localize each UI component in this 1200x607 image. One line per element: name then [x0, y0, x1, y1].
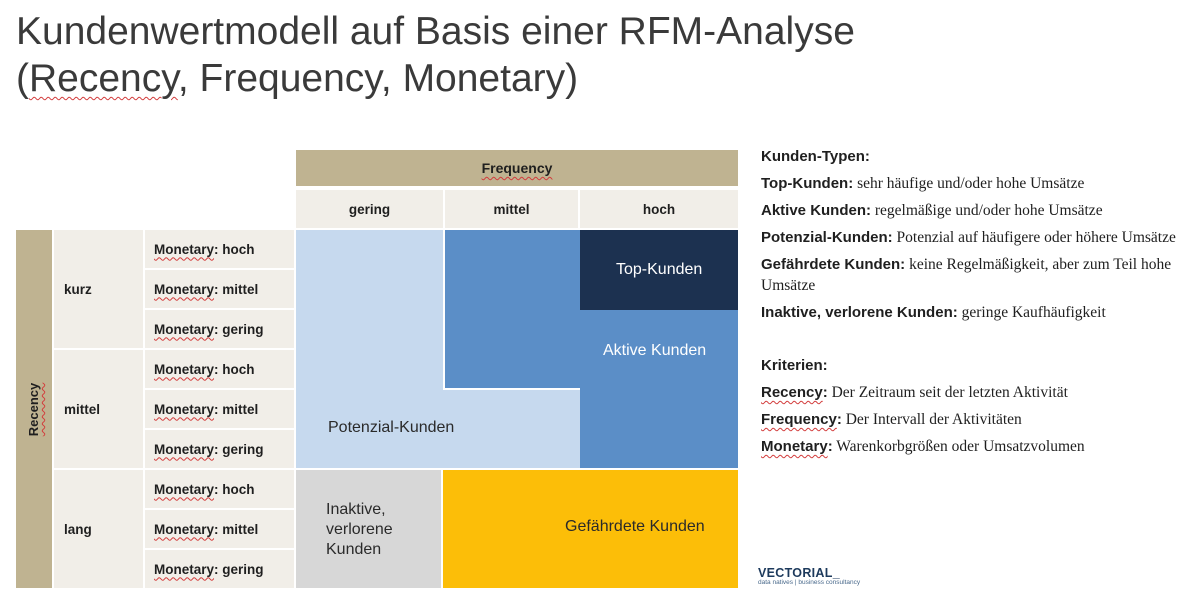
segment-aktive-kunden: [445, 230, 580, 388]
legend-types-heading: Kunden-Typen:: [761, 148, 870, 165]
title-monetary: Monetary: [402, 57, 566, 100]
title-line-2: (Recency, Frequency, Monetary): [16, 57, 579, 100]
monetary-row: Monetary: gering: [145, 550, 294, 588]
monetary-row: Monetary: hoch: [145, 350, 294, 388]
legend-type-item: Gefährdete Kunden: keine Regelmäßigkeit,…: [761, 256, 1172, 294]
logo-tagline: data natives | business consultancy: [758, 579, 861, 586]
segment-potenzial-kunden: [296, 230, 443, 468]
title-frequency: Frequency: [199, 57, 381, 100]
frequency-col-hoch: hoch: [580, 190, 738, 228]
monetary-row: Monetary: hoch: [145, 230, 294, 268]
segment-top-kunden: [580, 230, 738, 310]
legend-criteria-item: Recency: Der Zeitraum seit der letzten A…: [761, 384, 1068, 401]
segment-gefaehrdete-kunden: [443, 470, 738, 588]
label-inaktive-kunden: Inaktive, verlorene Kunden: [326, 501, 393, 558]
monetary-row: Monetary: gering: [145, 310, 294, 348]
monetary-row: Monetary: mittel: [145, 390, 294, 428]
title-line-1: Kundenwertmodell auf Basis einer RFM-Ana…: [16, 10, 855, 53]
recency-group-mittel: mittel: [54, 350, 143, 468]
recency-group-kurz: kurz: [54, 230, 143, 348]
legend-criteria-item: Frequency: Der Intervall der Aktivitäten: [761, 411, 1022, 428]
monetary-row: Monetary: mittel: [145, 510, 294, 548]
recency-group-lang: lang: [54, 470, 143, 588]
legend-type-item: Potenzial-Kunden: Potenzial auf häufiger…: [761, 229, 1176, 246]
label-gefaehrdete-kunden: Gefährdete Kunden: [565, 518, 705, 535]
monetary-row: Monetary: hoch: [145, 470, 294, 508]
legend-type-item: Inaktive, verlorene Kunden: geringe Kauf…: [761, 304, 1106, 321]
legend-panel: Kunden-Typen: Top-Kunden: sehr häufige u…: [761, 146, 1181, 463]
vectorial-logo: VECTORIAL_ data natives | business consu…: [758, 566, 860, 586]
frequency-header: Frequency: [296, 150, 738, 186]
legend-type-item: Top-Kunden: sehr häufige und/oder hohe U…: [761, 175, 1085, 192]
page-title: Kundenwertmodell auf Basis einer RFM-Ana…: [16, 8, 855, 102]
legend-criteria-heading: Kriterien:: [761, 357, 828, 374]
segment-aktive-kunden-ext: [580, 310, 738, 468]
monetary-row: Monetary: mittel: [145, 270, 294, 308]
title-recency: Recency: [29, 57, 178, 100]
legend-type-item: Aktive Kunden: regelmäßige und/oder hohe…: [761, 202, 1103, 219]
label-potenzial-kunden: Potenzial-Kunden: [328, 419, 455, 436]
segment-potenzial-kunden-ext: [443, 390, 580, 468]
frequency-col-mittel: mittel: [445, 190, 578, 228]
label-top-kunden: Top-Kunden: [616, 261, 703, 278]
monetary-row: Monetary: gering: [145, 430, 294, 468]
legend-criteria-item: Monetary: Warenkorbgrößen oder Umsatzvol…: [761, 438, 1085, 455]
segment-inaktive-kunden: [296, 470, 441, 588]
label-aktive-kunden: Aktive Kunden: [603, 342, 707, 359]
recency-header: Recency: [16, 230, 52, 588]
logo-name: VECTORIAL_: [758, 566, 840, 580]
frequency-col-gering: gering: [296, 190, 443, 228]
